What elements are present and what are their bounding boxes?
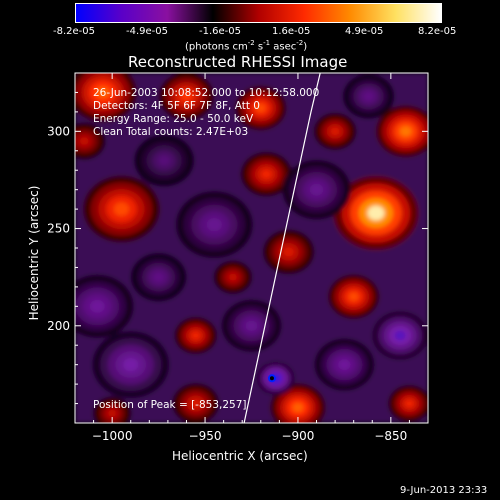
heatmap-blob <box>130 253 187 302</box>
heatmap-contour <box>255 103 266 113</box>
heatmap-blob <box>342 74 395 119</box>
heatmap-blob <box>174 316 218 355</box>
heatmap-blob <box>158 73 215 121</box>
heatmap-blob <box>313 112 357 150</box>
heatmap-contour <box>292 402 304 413</box>
heatmap-contour <box>363 91 374 101</box>
colorbar-tick-label: -1.6e-05 <box>199 26 241 37</box>
heatmap-blob <box>175 191 253 259</box>
heatmap-contour <box>191 399 201 408</box>
heatmap-contour <box>309 183 324 196</box>
heatmap-blob <box>213 260 253 294</box>
heatmap-blob <box>172 383 220 423</box>
y-axis-label: Heliocentric Y (arcsec) <box>27 185 41 321</box>
colorbar-tick-label: 8.2e-05 <box>418 26 457 37</box>
time-range-text: 26-Jun-2003 10:08:52.000 to 10:12:58.000 <box>93 87 320 99</box>
heatmap-contour <box>80 137 89 145</box>
heatmap-blob <box>375 105 428 158</box>
heatmap-contour <box>113 202 130 216</box>
heatmap-contour <box>206 217 223 232</box>
heatmap-blob <box>82 175 160 243</box>
heatmap-blob <box>282 159 351 220</box>
y-tick-label: 200 <box>47 319 70 333</box>
heatmap-contour <box>261 169 272 179</box>
colorbar-tick-label: 4.9e-05 <box>345 26 384 37</box>
x-tick-label: −900 <box>281 429 314 443</box>
heatmap-contour <box>108 409 117 417</box>
y-tick-label: 250 <box>47 222 70 236</box>
heatmap-contour <box>158 155 171 166</box>
colorbar-tick-label: -8.2e-05 <box>53 26 95 37</box>
peak-marker <box>267 374 276 383</box>
x-tick-label: −950 <box>189 429 222 443</box>
chart-title: Reconstructed RHESSI Image <box>128 53 348 71</box>
heatmap-blob <box>333 175 419 251</box>
heatmap-contour <box>153 272 165 282</box>
energy-range-text: Energy Range: 25.0 - 50.0 keV <box>93 113 254 125</box>
heatmap-blob <box>75 274 134 338</box>
footer-date: 9-Jun-2013 23:33 <box>400 485 488 496</box>
colorbar-tick-label: 1.6e-05 <box>272 26 311 37</box>
heatmap-contour <box>367 205 385 221</box>
heatmap-contour <box>191 331 201 340</box>
heatmap-contour <box>96 86 110 99</box>
heatmap-contour <box>348 292 359 302</box>
heatmap-contour <box>394 330 406 341</box>
colorbar-gradient <box>76 4 441 22</box>
peak-position-text: Position of Peak = [-853,257] <box>93 399 247 411</box>
heatmap-blob <box>235 85 287 131</box>
heatmap-contour <box>90 300 105 313</box>
heatmap-contour <box>123 357 139 372</box>
heatmap-blob <box>263 229 315 275</box>
heatmap-contour <box>283 247 294 257</box>
heatmap-contour <box>180 91 193 102</box>
heatmap-blob <box>92 396 132 423</box>
y-tick-label: 300 <box>47 124 70 138</box>
heatmap-contour <box>229 273 237 281</box>
heatmap-contour <box>405 399 414 408</box>
x-tick-label: −850 <box>374 429 407 443</box>
heatmap-contour <box>399 126 412 137</box>
heatmap-blob <box>388 384 428 423</box>
detectors-text: Detectors: 4F 5F 6F 7F 8F, Att 0 <box>93 100 260 112</box>
x-axis-label: Heliocentric X (arcsec) <box>172 449 308 463</box>
heatmap-blob <box>328 274 380 319</box>
x-tick-label: −1000 <box>92 429 133 443</box>
heatmap-blob <box>314 338 375 391</box>
heatmap-blob <box>92 331 170 399</box>
solar-limb-line <box>243 73 321 423</box>
colorbar-unit: (photons cm-2 s-1 asec-2) <box>185 39 308 53</box>
heatmap-blob <box>240 151 293 197</box>
colorbar <box>75 3 442 23</box>
heatmap-blob <box>221 299 282 352</box>
heatmap-blob <box>372 311 428 360</box>
heatmap-contour <box>330 127 340 136</box>
heatmap-blob <box>134 134 195 187</box>
heatmap-contour <box>338 359 351 370</box>
heatmap-blob <box>75 73 138 123</box>
clean-total-counts-text: Clean Total counts: 2.47E+03 <box>93 126 249 138</box>
heatmap-blob <box>75 122 106 160</box>
heatmap-contour <box>245 320 258 331</box>
colorbar-tick-label: -4.9e-05 <box>126 26 168 37</box>
